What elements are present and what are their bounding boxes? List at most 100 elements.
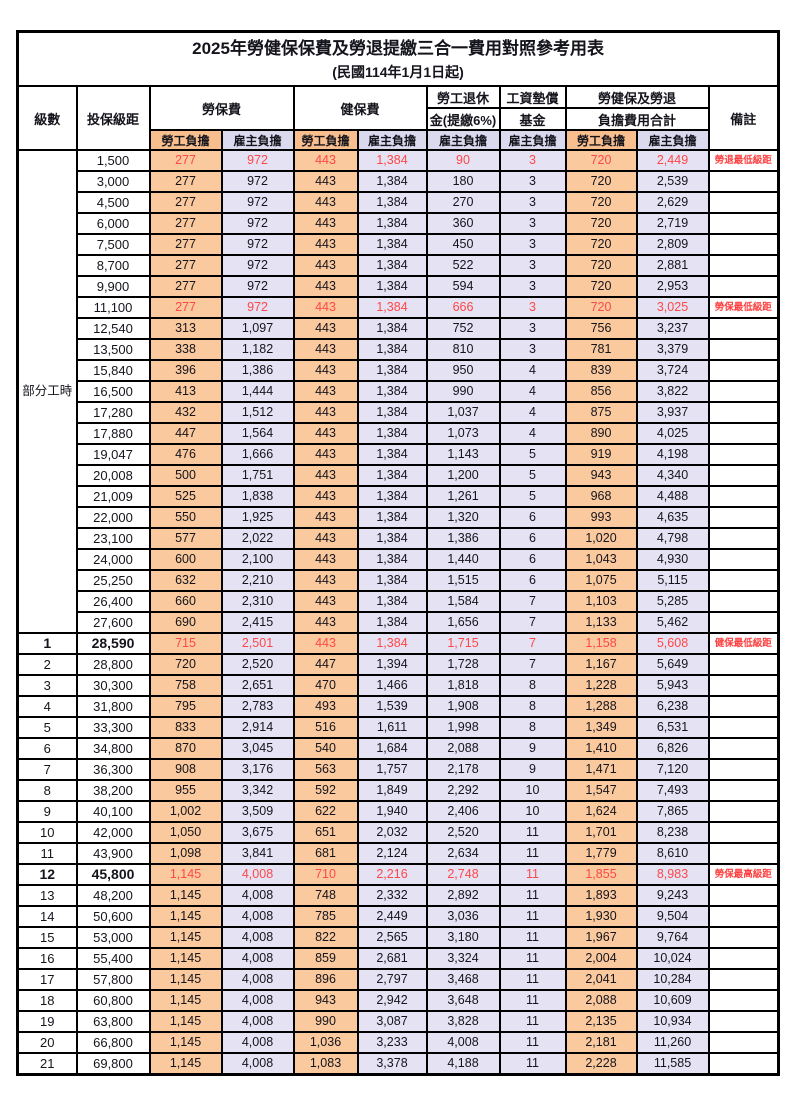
remark-cell [707,464,780,487]
value-cell: 1,261 [425,485,501,508]
value-cell: 4,008 [220,863,295,886]
value-cell: 443 [292,632,359,655]
value-cell: 5,285 [635,590,710,613]
value-cell: 3 [498,296,567,319]
value-cell: 1,145 [148,968,223,991]
value-cell: 4,198 [635,443,710,466]
header-wage-fund-line1: 工資墊償 [498,85,567,109]
remark-cell [707,779,780,802]
value-cell: 2,565 [356,926,428,949]
value-cell: 4 [498,401,567,424]
value-cell: 11 [498,884,567,907]
value-cell: 1,384 [356,422,428,445]
value-cell: 720 [564,149,638,172]
value-cell: 720 [564,212,638,235]
value-cell: 443 [292,401,359,424]
remark-cell [707,401,780,424]
value-cell: 896 [292,968,359,991]
value-cell: 5,115 [635,569,710,592]
value-cell: 972 [220,170,295,193]
remark-cell: 勞退最低級距 [707,149,780,172]
bracket-cell: 9,900 [75,275,151,298]
remark-cell [707,233,780,256]
value-cell: 2,310 [220,590,295,613]
value-cell: 443 [292,296,359,319]
header-pension-line1: 勞工退休 [425,85,501,109]
value-cell: 1,908 [425,695,501,718]
value-cell: 5 [498,485,567,508]
header-row-2: 金(提繳6%) 基金 負擔費用合計 [18,107,779,131]
value-cell: 2,501 [220,632,295,655]
remark-cell [707,170,780,193]
value-cell: 5 [498,464,567,487]
level-cell: 5 [16,716,78,739]
value-cell: 710 [292,863,359,886]
remark-cell [707,506,780,529]
level-cell: 21 [16,1052,78,1076]
level-cell: 19 [16,1010,78,1033]
bracket-cell: 4,500 [75,191,151,214]
value-cell: 3,828 [425,1010,501,1033]
value-cell: 10,934 [635,1010,710,1033]
remark-cell [707,380,780,403]
value-cell: 447 [148,422,223,445]
value-cell: 10,609 [635,989,710,1012]
value-cell: 443 [292,506,359,529]
value-cell: 443 [292,590,359,613]
value-cell: 1,855 [564,863,638,886]
value-cell: 6,238 [635,695,710,718]
bracket-cell: 53,000 [75,926,151,949]
value-cell: 90 [425,149,501,172]
bracket-cell: 19,047 [75,443,151,466]
value-cell: 8 [498,695,567,718]
value-cell: 1,384 [356,296,428,319]
value-cell: 2,520 [220,653,295,676]
value-cell: 943 [564,464,638,487]
value-cell: 660 [148,590,223,613]
table-row: 24,000 600 2,100 443 1,384 1,440 6 1,043 4,930 [18,548,780,571]
value-cell: 10 [498,779,567,802]
value-cell: 7,120 [635,758,710,781]
value-cell: 943 [292,989,359,1012]
value-cell: 3,180 [425,926,501,949]
table-row: 20,008 500 1,751 443 1,384 1,200 5 943 4,340 [18,464,780,487]
value-cell: 277 [148,149,223,172]
value-cell: 715 [148,632,223,655]
value-cell: 972 [220,149,295,172]
value-cell: 993 [564,506,638,529]
value-cell: 1,444 [220,380,295,403]
value-cell: 1,145 [148,947,223,970]
value-cell: 1,098 [148,842,223,865]
remark-cell [707,989,780,1012]
subheader-total-worker-share: 勞工負擔 [564,129,638,151]
value-cell: 1,384 [356,191,428,214]
table-row: 2 28,800 720 2,520 447 1,394 1,728 7 1,167 5,649 [16,653,780,676]
remark-cell [707,1052,780,1076]
value-cell: 2,124 [356,842,428,865]
value-cell: 3,087 [356,1010,428,1033]
value-cell: 9 [498,758,567,781]
value-cell: 1,384 [356,569,428,592]
value-cell: 277 [148,296,223,319]
title-row: 2025年勞健保保費及勞退提繳三合一費用對照參考用表 (民國114年1月1日起) [16,30,780,87]
value-cell: 2,100 [220,548,295,571]
value-cell: 2,797 [356,968,428,991]
value-cell: 972 [220,254,295,277]
value-cell: 1,818 [425,674,501,697]
table-row: 17,280 432 1,512 443 1,384 1,037 4 875 3,937 [18,401,780,424]
subheader-health-employer-share: 雇主負擔 [356,129,428,151]
bracket-cell: 33,300 [75,716,151,739]
value-cell: 1,349 [564,716,638,739]
remark-cell [707,485,780,508]
value-cell: 470 [292,674,359,697]
remark-cell [707,716,780,739]
value-cell: 752 [425,317,501,340]
table-row: 1 28,590 715 2,501 443 1,384 1,715 7 1,158 5,608 健… [16,632,780,655]
value-cell: 11 [498,1052,567,1076]
value-cell: 972 [220,296,295,319]
value-cell: 1,998 [425,716,501,739]
remark-cell [707,569,780,592]
value-cell: 594 [425,275,501,298]
level-cell: 10 [16,821,78,844]
